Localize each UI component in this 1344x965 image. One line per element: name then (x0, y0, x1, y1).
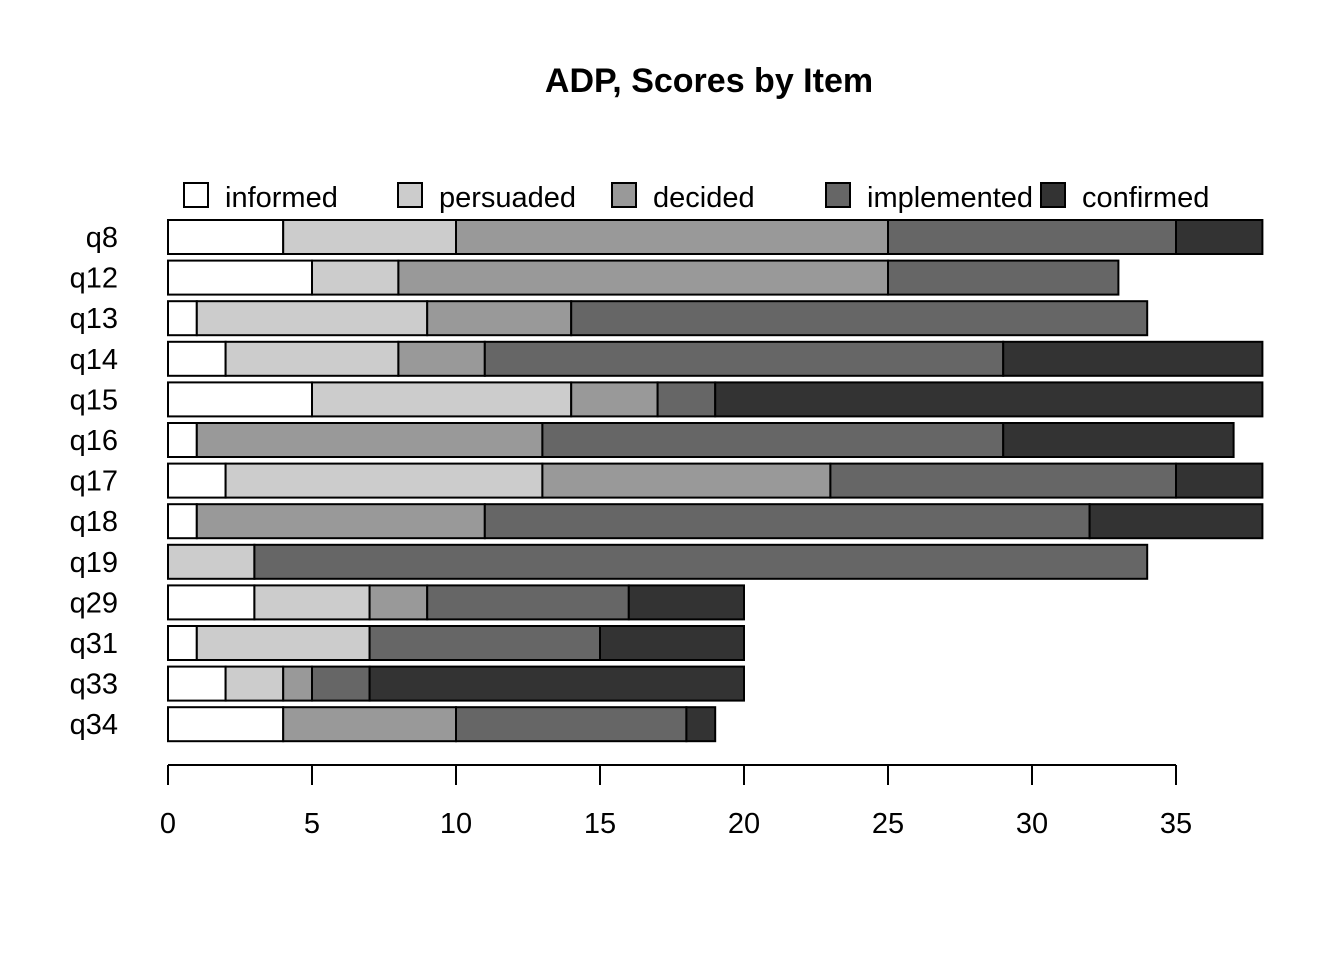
legend-label-persuaded: persuaded (439, 182, 576, 214)
bar-segment-q13-implemented (570, 300, 1149, 337)
category-label-q19: q19 (70, 547, 118, 579)
bar-segment-q15-implemented (656, 381, 717, 418)
bar-segment-q18-informed (167, 503, 198, 540)
bar-segment-q19-implemented (253, 543, 1149, 580)
category-label-q18: q18 (70, 506, 118, 538)
legend-label-confirmed: confirmed (1082, 182, 1209, 214)
category-label-q14: q14 (70, 344, 118, 376)
bar-segment-q29-confirmed (627, 584, 745, 621)
bar-segment-q33-informed (167, 665, 227, 702)
category-label-q8: q8 (86, 222, 118, 254)
bar-segment-q18-decided (195, 503, 486, 540)
bar-segment-q18-confirmed (1088, 503, 1264, 540)
category-label-q31: q31 (70, 628, 118, 660)
bar-segment-q33-decided (282, 665, 314, 702)
bar-segment-q29-implemented (426, 584, 630, 621)
bar-segment-q34-confirmed (685, 706, 717, 743)
x-tick-label-35: 35 (1160, 808, 1192, 840)
bar-segment-q12-persuaded (311, 259, 400, 296)
bar-segment-q12-informed (167, 259, 313, 296)
bar-segment-q34-implemented (455, 706, 688, 743)
bar-segment-q34-decided (282, 706, 458, 743)
bar-segment-q17-confirmed (1175, 462, 1264, 499)
bar-segment-q19-persuaded (167, 543, 256, 580)
bar-segment-q33-implemented (311, 665, 371, 702)
bar-segment-q13-informed (167, 300, 198, 337)
bar-segment-q16-confirmed (1002, 422, 1235, 458)
bar-segment-q18-implemented (483, 503, 1091, 540)
bar-segment-q29-persuaded (253, 584, 371, 621)
bar-segment-q17-persuaded (224, 462, 544, 499)
bar-segment-q31-implemented (368, 625, 601, 661)
bar-segment-q14-persuaded (224, 340, 400, 377)
bar-segment-q8-confirmed (1175, 219, 1264, 255)
category-label-q29: q29 (70, 587, 118, 619)
bar-segment-q8-implemented (887, 219, 1177, 255)
x-tick-label-15: 15 (584, 808, 616, 840)
bar-segment-q17-implemented (829, 462, 1178, 499)
bar-segment-q16-decided (195, 422, 544, 458)
bar-segment-q15-confirmed (714, 381, 1264, 418)
bar-segment-q29-informed (167, 584, 256, 621)
bar-segment-q16-implemented (541, 422, 1005, 458)
category-label-q33: q33 (70, 669, 118, 701)
bar-segment-q8-informed (167, 219, 285, 255)
bar-segment-q17-decided (541, 462, 832, 499)
x-tick-label-30: 30 (1016, 808, 1048, 840)
bar-segment-q17-informed (167, 462, 227, 499)
x-tick-label-25: 25 (872, 808, 904, 840)
category-axis-labels: q8 q12 q13 q14 q15 q16 q17 q18 q19 q29 q31 q33 q34 (70, 222, 118, 741)
x-tick-label-10: 10 (440, 808, 472, 840)
legend-swatch-persuaded (397, 182, 423, 208)
bar-segment-q31-informed (167, 625, 198, 661)
bar-segment-q14-implemented (483, 340, 1005, 377)
bar-segment-q34-informed (167, 706, 285, 743)
x-tick-label-20: 20 (728, 808, 760, 840)
bar-segment-q33-persuaded (224, 665, 285, 702)
bar-segment-q13-persuaded (195, 300, 429, 337)
bar-segment-q33-confirmed (368, 665, 745, 702)
x-tick-label-5: 5 (304, 808, 320, 840)
bar-segment-q12-decided (397, 259, 889, 296)
bar-segment-q14-confirmed (1002, 340, 1264, 377)
bars-area (167, 219, 1264, 743)
x-tick-label-0: 0 (160, 808, 176, 840)
legend-swatch-implemented (825, 182, 851, 208)
category-label-q17: q17 (70, 466, 118, 498)
category-label-q15: q15 (70, 384, 118, 416)
legend-label-informed: informed (225, 182, 338, 214)
bar-segment-q15-informed (167, 381, 313, 418)
category-label-q13: q13 (70, 303, 118, 335)
legend-label-decided: decided (653, 182, 755, 214)
legend-swatch-confirmed (1040, 182, 1066, 208)
legend-swatch-informed (183, 182, 209, 208)
bar-segment-q31-persuaded (195, 625, 371, 661)
bar-segment-q8-decided (455, 219, 889, 255)
bar-segment-q13-decided (426, 300, 573, 337)
legend-swatch-decided (611, 182, 637, 208)
x-axis: 0 5 10 15 20 25 30 35 (160, 764, 1192, 840)
bar-segment-q14-informed (167, 340, 227, 377)
bar-segment-q29-decided (368, 584, 429, 621)
bar-segment-q8-persuaded (282, 219, 458, 255)
bar-segment-q16-informed (167, 422, 198, 458)
category-label-q16: q16 (70, 425, 118, 457)
bar-segment-q14-decided (397, 340, 486, 377)
category-label-q34: q34 (70, 709, 118, 741)
category-label-q12: q12 (70, 263, 118, 295)
bar-segment-q31-confirmed (599, 625, 745, 661)
chart-legend: informed persuaded decided implemented confi… (183, 182, 1209, 214)
chart-title: ADP, Scores by Item (545, 62, 873, 100)
bar-segment-q12-implemented (887, 259, 1120, 296)
bar-segment-q15-decided (570, 381, 659, 418)
legend-label-implemented: implemented (867, 182, 1033, 214)
bar-segment-q15-persuaded (311, 381, 573, 418)
